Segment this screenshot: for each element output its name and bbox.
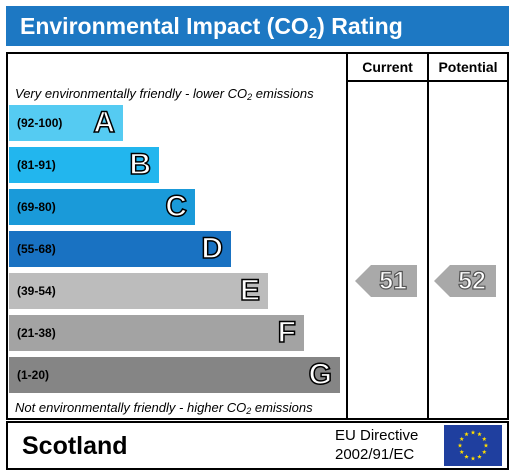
band-letter: G <box>308 357 333 392</box>
top-caption: Very environmentally friendly - lower CO… <box>15 86 314 102</box>
band-letter: C <box>165 189 188 224</box>
eu-directive: EU Directive 2002/91/EC <box>335 426 441 464</box>
band-range: (21-38) <box>17 326 56 340</box>
flag-star <box>483 443 489 448</box>
band-range: (39-54) <box>17 284 56 298</box>
band-range: (55-68) <box>17 242 56 256</box>
top-caption-suffix: emissions <box>252 86 314 101</box>
bottom-caption-prefix: Not environmentally friendly - higher CO <box>15 400 247 415</box>
flag-star <box>457 443 463 448</box>
band-letter: E <box>239 273 261 308</box>
band-d: (55-68) D <box>9 231 231 267</box>
band-f: (21-38) F <box>9 315 304 351</box>
current-rating-value: 51 <box>378 266 407 295</box>
divider-current <box>346 52 348 420</box>
potential-rating-arrow: 52 <box>434 265 496 297</box>
band-range: (1-20) <box>17 368 50 382</box>
band-letter: A <box>93 105 116 140</box>
band-b: (81-91) B <box>9 147 159 183</box>
flag-star <box>481 449 487 454</box>
band-range: (81-91) <box>17 158 56 172</box>
title-suffix: ) Rating <box>317 13 403 39</box>
flag-star <box>464 454 469 459</box>
potential-rating-value: 52 <box>457 266 486 295</box>
band-c: (69-80) C <box>9 189 195 225</box>
band-range: (69-80) <box>17 200 56 214</box>
rating-frame <box>6 52 509 420</box>
band-e: (39-54) E <box>9 273 268 309</box>
top-caption-prefix: Very environmentally friendly - lower CO <box>15 86 248 101</box>
bottom-caption: Not environmentally friendly - higher CO… <box>15 400 313 416</box>
current-rating-arrow: 51 <box>355 265 417 297</box>
flag-star <box>464 431 469 437</box>
top-caption-subscript: 2 <box>247 92 253 102</box>
band-letter: D <box>201 231 224 266</box>
region-label: Scotland <box>22 432 128 460</box>
directive-line1: EU Directive <box>335 427 419 444</box>
band-letter: B <box>129 147 152 182</box>
bottom-caption-suffix: emissions <box>251 400 313 415</box>
potential-column-header: Potential <box>438 59 498 75</box>
column-header-rule <box>347 80 509 82</box>
divider-potential <box>427 52 429 420</box>
flag-star <box>459 449 465 454</box>
current-column-header: Current <box>362 59 413 75</box>
flag-star <box>470 456 476 461</box>
bottom-caption-subscript: 2 <box>246 406 252 416</box>
band-letter: F <box>277 315 297 350</box>
eu-flag-icon <box>444 425 502 466</box>
flag-star <box>459 436 465 441</box>
flag-star <box>477 454 482 459</box>
flag-star <box>481 436 487 441</box>
directive-line2: 2002/91/EC <box>335 446 415 463</box>
title-prefix: Environmental Impact (CO <box>20 13 309 39</box>
title-subscript: 2 <box>308 25 318 42</box>
flag-star <box>477 431 482 437</box>
band-g: (1-20) G <box>9 357 340 393</box>
footer: Scotland EU Directive 2002/91/EC <box>6 421 509 470</box>
band-range: (92-100) <box>17 116 63 130</box>
chart-title: Environmental Impact (CO2) Rating <box>6 6 509 46</box>
flag-star <box>470 430 476 435</box>
band-a: (92-100) A <box>9 105 123 141</box>
